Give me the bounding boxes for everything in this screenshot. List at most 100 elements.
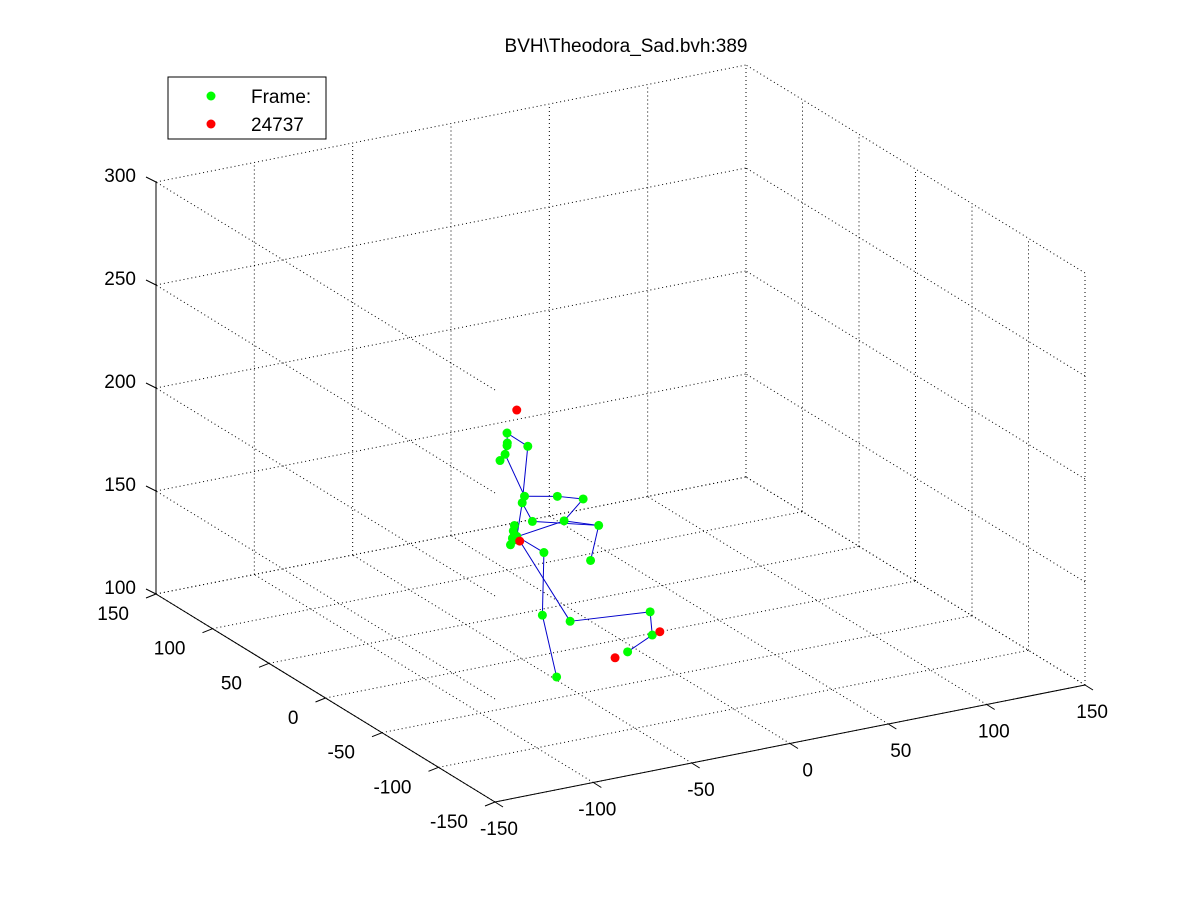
skeleton-joints xyxy=(495,405,665,682)
y-tick-label: 150 xyxy=(97,604,129,625)
x-tick xyxy=(494,801,504,808)
y-tick xyxy=(202,628,213,634)
floor-gridline-y xyxy=(268,545,860,664)
skeleton-bone xyxy=(504,454,525,497)
x-tick xyxy=(986,704,995,710)
axes-grid xyxy=(155,64,1086,803)
joint-point xyxy=(552,491,562,501)
y-tick-label: 50 xyxy=(221,673,242,694)
chart-title: BVH\Theodora_Sad.bvh:389 xyxy=(505,36,748,57)
floor-gridline-y xyxy=(325,580,916,699)
end-site-point xyxy=(610,653,620,663)
skeleton-bone xyxy=(627,634,653,653)
joint-point xyxy=(502,428,512,438)
back-wall-gridline-z xyxy=(155,476,747,595)
x-tick xyxy=(888,723,897,730)
left-wall-gridline-z xyxy=(155,284,496,494)
floor-gridline-x xyxy=(647,496,987,705)
x-tick xyxy=(691,762,700,769)
floor-gridline-y xyxy=(381,615,973,734)
y-tick xyxy=(315,697,326,703)
z-tick-label: 100 xyxy=(104,578,136,599)
z-tick xyxy=(145,588,157,595)
joint-point xyxy=(594,520,604,530)
y-tick-label: 0 xyxy=(288,708,299,729)
legend-label-number: 24737 xyxy=(251,115,304,136)
skeleton-bone xyxy=(541,615,558,678)
joint-point xyxy=(647,630,657,640)
left-wall-gridline-z xyxy=(155,181,496,391)
joint-point xyxy=(537,610,547,620)
z-tick-label: 150 xyxy=(104,475,136,496)
x-tick-label: -50 xyxy=(687,780,714,801)
x-tick xyxy=(593,782,602,788)
legend-label-frame: Frame: xyxy=(251,87,311,108)
skeleton-bone xyxy=(590,525,600,561)
z-tick xyxy=(145,176,157,183)
y-tick xyxy=(484,801,496,807)
x-tick xyxy=(1084,684,1094,691)
legend-box xyxy=(167,76,327,140)
joint-point xyxy=(552,672,562,682)
x-tick-label: -150 xyxy=(480,819,518,840)
y-tick-label: -50 xyxy=(328,743,355,764)
y-tick-label: -150 xyxy=(430,812,468,833)
x-tick-label: 0 xyxy=(802,761,813,782)
joint-point xyxy=(502,441,512,451)
y-tick-label: -100 xyxy=(373,777,411,798)
z-tick-label: 250 xyxy=(104,269,136,290)
joint-point xyxy=(495,456,505,466)
joint-point xyxy=(586,555,596,565)
joint-point xyxy=(645,607,655,617)
joint-point xyxy=(509,520,519,530)
legend-marker-number xyxy=(206,119,216,129)
x-tick xyxy=(789,743,799,749)
back-wall-gridline-z xyxy=(155,373,747,492)
joint-point xyxy=(500,449,510,459)
joint-point xyxy=(523,441,533,451)
skeleton-bone xyxy=(570,611,651,622)
x-tick-label: -100 xyxy=(578,800,616,821)
joint-point xyxy=(578,494,588,504)
z-tick-label: 300 xyxy=(104,166,136,187)
joint-point xyxy=(623,647,633,657)
x-tick-label: 50 xyxy=(890,741,911,762)
y-tick xyxy=(145,593,157,599)
floor-gridline-y xyxy=(438,649,1029,768)
skeleton-bones xyxy=(499,432,653,678)
y-tick xyxy=(258,662,270,668)
joint-point xyxy=(539,548,549,558)
back-wall-gridline-z xyxy=(155,270,747,389)
joint-point xyxy=(527,516,537,526)
end-site-point xyxy=(512,405,522,415)
skeleton-bone xyxy=(516,536,571,622)
axes-ticks: -150 -100 -50 0 50 100 150 -150 -100 -50 0 50 100 150… xyxy=(97,166,1108,840)
back-wall-gridline-z xyxy=(155,64,747,183)
z-tick xyxy=(145,382,157,389)
z-tick xyxy=(145,279,157,286)
joint-point xyxy=(559,516,569,526)
floor-gridline-y xyxy=(212,511,803,630)
side-wall-gridline-z xyxy=(745,270,1086,480)
x-tick-label: 150 xyxy=(1076,702,1108,723)
z-tick-label: 200 xyxy=(104,372,136,393)
y-tick xyxy=(428,766,439,772)
z-tick xyxy=(145,485,157,492)
left-wall-gridline-z xyxy=(155,490,496,700)
back-wall-gridline-z xyxy=(155,167,747,286)
side-wall-gridline-z xyxy=(745,64,1086,274)
joint-point xyxy=(517,498,527,508)
end-site-point xyxy=(655,627,665,637)
end-site-point xyxy=(515,536,525,546)
skeleton-bone xyxy=(541,552,545,616)
y-tick xyxy=(371,732,383,738)
left-wall-gridline-z xyxy=(155,387,496,597)
legend: Frame: 24737 xyxy=(167,76,327,140)
side-wall-gridline-z xyxy=(745,373,1086,583)
x-tick-label: 100 xyxy=(978,722,1010,743)
skeleton-bone xyxy=(564,520,599,526)
legend-marker-frame xyxy=(206,91,216,101)
joint-point xyxy=(565,616,575,626)
y-tick-label: 100 xyxy=(154,639,186,660)
